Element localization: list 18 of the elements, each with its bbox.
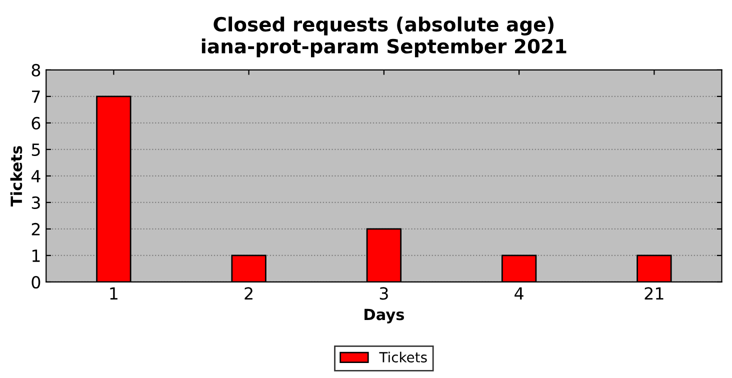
y-tick-label: 3 (32, 196, 40, 210)
chart-title: Closed requests (absolute age) iana-prot-param September 2021 (202, 16, 566, 58)
y-tick-label: 2 (32, 222, 40, 236)
x-tick-label: 21 (644, 287, 664, 300)
x-tick-label: 4 (514, 287, 524, 300)
y-tick-label: 7 (32, 90, 40, 103)
x-tick-label: 3 (380, 287, 388, 300)
y-axis-title: Tickets (10, 146, 22, 206)
y-tick-label: 4 (31, 170, 40, 182)
legend-label: Tickets (379, 352, 427, 362)
y-tick-label: 1 (32, 250, 40, 262)
y-tick-label: 8 (32, 64, 40, 76)
y-tick-label: 0 (32, 276, 40, 289)
x-tick-label: 2 (244, 287, 252, 300)
y-tick-label: 5 (32, 144, 40, 156)
x-tick-label: 1 (110, 287, 118, 300)
y-tick-label: 6 (32, 116, 40, 130)
x-axis-title: Days (364, 308, 404, 324)
